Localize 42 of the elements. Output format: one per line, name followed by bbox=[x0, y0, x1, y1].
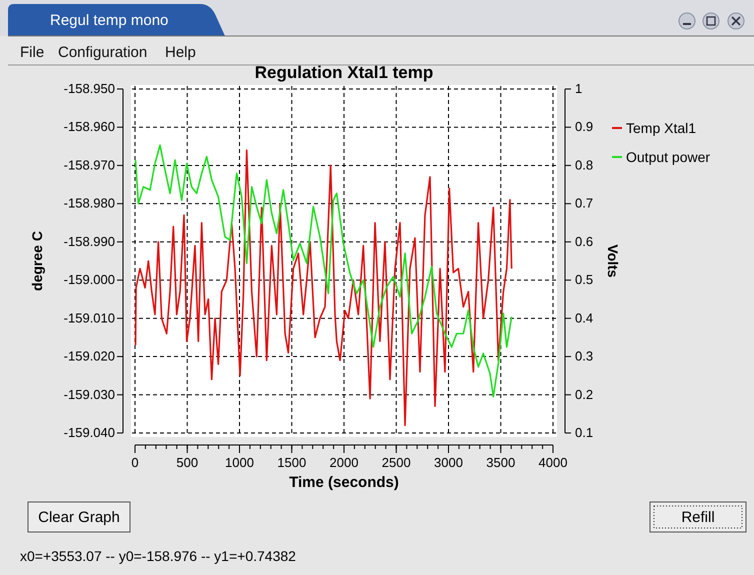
x-tick-label: 500 bbox=[176, 455, 198, 470]
y2-tick-label: 0.7 bbox=[575, 196, 594, 211]
y2-tick-label: 0.4 bbox=[575, 310, 594, 326]
x-tick-label: 3000 bbox=[434, 455, 463, 470]
x-tick-label: 0 bbox=[131, 455, 139, 470]
x-axis-title: Time (seconds) bbox=[289, 474, 399, 491]
legend-label: Output power bbox=[626, 149, 710, 165]
text: x0=+3553.07 -- y0=-158.976 -- y1=+0.74382 bbox=[20, 548, 296, 564]
y-tick-label: -159.020 bbox=[64, 348, 115, 364]
chart-title: Regulation Xtal1 temp bbox=[254, 63, 434, 82]
y-tick-label: -159.000 bbox=[64, 272, 115, 288]
text: Clear Graph bbox=[38, 509, 120, 526]
y-axis-title: degree C bbox=[29, 231, 45, 291]
y-tick-label: -159.010 bbox=[64, 310, 115, 326]
y-tick-label: -158.980 bbox=[64, 196, 115, 211]
y-tick-label: -158.990 bbox=[64, 234, 115, 249]
text: Configuration bbox=[58, 44, 148, 61]
y2-axis-title: Volts bbox=[605, 244, 621, 278]
text: File bbox=[20, 44, 44, 61]
y-tick-label: -158.970 bbox=[64, 157, 115, 172]
x-tick-label: 2500 bbox=[382, 455, 411, 470]
x-tick-label: 4000 bbox=[538, 455, 568, 470]
y2-tick-label: 0.9 bbox=[575, 119, 594, 134]
y2-tick-label: 0.3 bbox=[575, 348, 594, 364]
y2-tick-label: 0.1 bbox=[575, 425, 594, 440]
y2-tick-label: 0.8 bbox=[575, 157, 594, 172]
y-tick-label: -159.030 bbox=[64, 386, 115, 402]
y2-tick-label: 0.6 bbox=[575, 234, 594, 249]
y-tick-label: -159.040 bbox=[64, 425, 115, 440]
text: Refill bbox=[681, 509, 715, 526]
text: Regul temp mono bbox=[50, 12, 168, 29]
y2-tick-label: 0.5 bbox=[575, 272, 594, 288]
y-tick-label: -158.950 bbox=[64, 81, 115, 96]
x-tick-label: 3500 bbox=[486, 455, 516, 470]
x-tick-label: 1000 bbox=[225, 455, 254, 470]
y-tick-label: -158.960 bbox=[64, 119, 115, 134]
x-tick-label: 1500 bbox=[277, 455, 306, 470]
legend-label: Temp Xtal1 bbox=[626, 120, 696, 136]
text: Help bbox=[165, 44, 196, 61]
y2-tick-label: 1 bbox=[575, 81, 582, 96]
y2-tick-label: 0.2 bbox=[575, 386, 594, 402]
x-tick-label: 2000 bbox=[330, 455, 358, 470]
